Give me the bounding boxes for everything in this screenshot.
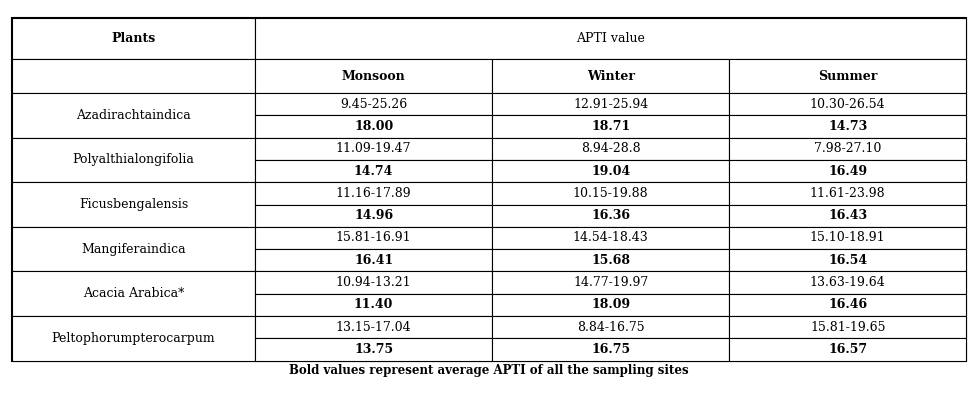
Text: 9.45-25.26: 9.45-25.26 [340,98,406,111]
Bar [729,249,965,271]
Text: 11.09-19.47: 11.09-19.47 [335,142,411,155]
Text: 7.98-27.10: 7.98-27.10 [813,142,880,155]
Bar [491,115,729,138]
Text: 18.71: 18.71 [590,120,630,133]
Text: Polyalthialongifolia: Polyalthialongifolia [72,154,194,167]
Text: 11.61-23.98: 11.61-23.98 [809,187,884,200]
Bar [729,271,965,294]
Bar [255,316,491,338]
Bar [255,93,491,115]
Bar [491,59,729,93]
Bar [729,59,965,93]
Bar [12,138,255,182]
Bar [12,316,255,361]
Text: 13.15-17.04: 13.15-17.04 [335,321,411,334]
Text: 11.40: 11.40 [354,298,393,311]
Bar [255,338,491,361]
Bar [491,249,729,271]
Text: 16.46: 16.46 [828,298,867,311]
Text: Ficusbengalensis: Ficusbengalensis [79,198,188,211]
Text: 14.54-18.43: 14.54-18.43 [573,231,648,244]
Text: 14.74: 14.74 [354,165,393,178]
Text: 13.75: 13.75 [354,343,393,356]
Bar [491,271,729,294]
Text: 15.81-16.91: 15.81-16.91 [335,231,411,244]
Bar [729,338,965,361]
Bar [729,93,965,115]
Text: 18.09: 18.09 [590,298,629,311]
Text: 14.96: 14.96 [354,209,393,222]
Text: 16.43: 16.43 [828,209,867,222]
Text: 12.91-25.94: 12.91-25.94 [573,98,648,111]
Text: Monsoon: Monsoon [341,69,405,82]
Text: Peltophorumpterocarpum: Peltophorumpterocarpum [52,332,215,345]
Text: 8.94-28.8: 8.94-28.8 [580,142,640,155]
Bar [12,227,255,271]
Bar [491,182,729,204]
Bar [255,204,491,227]
Bar [491,138,729,160]
Bar [255,271,491,294]
Text: 16.57: 16.57 [828,343,867,356]
Text: 18.00: 18.00 [354,120,393,133]
Bar [729,227,965,249]
Text: Acacia Arabica*: Acacia Arabica* [83,287,184,300]
Text: Mangiferaindica: Mangiferaindica [81,243,186,256]
Text: 15.68: 15.68 [591,254,629,267]
Bar [12,182,255,227]
Bar [491,316,729,338]
Bar [729,182,965,204]
Bar [255,160,491,182]
Bar [729,294,965,316]
Text: 13.63-19.64: 13.63-19.64 [809,276,885,289]
Bar [729,204,965,227]
Text: 16.36: 16.36 [591,209,629,222]
Bar [491,338,729,361]
Text: 10.15-19.88: 10.15-19.88 [573,187,648,200]
Bar [491,294,729,316]
Bar [12,93,255,138]
Bar [12,18,965,361]
Text: 10.30-26.54: 10.30-26.54 [809,98,884,111]
Bar [729,138,965,160]
Bar [729,115,965,138]
Bar [255,115,491,138]
Text: Winter: Winter [586,69,634,82]
Bar [255,18,965,59]
Bar [255,294,491,316]
Text: APTI value: APTI value [575,32,645,45]
Text: Azadirachtaindica: Azadirachtaindica [76,109,191,122]
Text: 11.16-17.89: 11.16-17.89 [335,187,411,200]
Bar [729,160,965,182]
Text: 14.73: 14.73 [828,120,867,133]
Text: Summer: Summer [817,69,876,82]
Bar [255,138,491,160]
Bar [729,316,965,338]
Bar [255,249,491,271]
Text: 10.94-13.21: 10.94-13.21 [335,276,411,289]
Text: 16.41: 16.41 [354,254,393,267]
Bar [12,271,255,316]
Text: 8.84-16.75: 8.84-16.75 [576,321,644,334]
Text: Plants: Plants [111,32,155,45]
Text: 16.54: 16.54 [828,254,867,267]
Bar [12,59,255,93]
Text: 16.75: 16.75 [590,343,629,356]
Bar [255,182,491,204]
Bar [491,160,729,182]
Bar [491,93,729,115]
Text: 15.81-19.65: 15.81-19.65 [809,321,884,334]
Text: 16.49: 16.49 [828,165,867,178]
Text: 15.10-18.91: 15.10-18.91 [809,231,884,244]
Text: 19.04: 19.04 [590,165,630,178]
Text: Bold values represent average APTI of all the sampling sites: Bold values represent average APTI of al… [289,364,688,377]
Bar [491,227,729,249]
Bar [255,227,491,249]
Bar [12,18,255,59]
Bar [255,59,491,93]
Text: 14.77-19.97: 14.77-19.97 [573,276,648,289]
Bar [491,204,729,227]
